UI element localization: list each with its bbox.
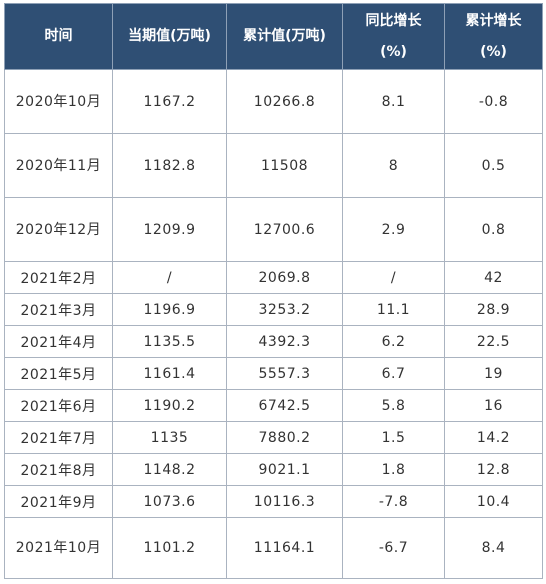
cell-yoy-growth: 6.2 bbox=[342, 325, 445, 358]
header-cumulative-value: 累计值(万吨) bbox=[226, 3, 343, 70]
cell-period: 2021年8月 bbox=[4, 453, 113, 486]
cell-current-value: 1196.9 bbox=[112, 293, 227, 326]
cell-yoy-growth: 8 bbox=[342, 133, 445, 198]
header-time: 时间 bbox=[4, 3, 113, 70]
cell-yoy-growth: 11.1 bbox=[342, 293, 445, 326]
cell-current-value: 1167.2 bbox=[112, 69, 227, 134]
table-row: 2021年4月 1135.5 4392.3 6.2 22.5 bbox=[4, 325, 543, 358]
cell-yoy-growth: 1.8 bbox=[342, 453, 445, 486]
table-row: 2021年6月 1190.2 6742.5 5.8 16 bbox=[4, 389, 543, 422]
cell-cumulative-value: 4392.3 bbox=[226, 325, 343, 358]
cell-cumulative-growth: 16 bbox=[444, 389, 543, 422]
cell-cumulative-value: 6742.5 bbox=[226, 389, 343, 422]
cell-cumulative-value: 10266.8 bbox=[226, 69, 343, 134]
cell-yoy-growth: -6.7 bbox=[342, 517, 445, 579]
header-yoy-growth-label: 同比增长 (%) bbox=[365, 12, 422, 60]
cell-cumulative-value: 10116.3 bbox=[226, 485, 343, 518]
cell-current-value: 1073.6 bbox=[112, 485, 227, 518]
table-row: 2021年3月 1196.9 3253.2 11.1 28.9 bbox=[4, 293, 543, 326]
table-row: 2021年10月 1101.2 11164.1 -6.7 8.4 bbox=[4, 517, 543, 579]
cell-current-value: 1161.4 bbox=[112, 357, 227, 390]
cell-current-value: 1182.8 bbox=[112, 133, 227, 198]
cell-period: 2020年11月 bbox=[4, 133, 113, 198]
cell-cumulative-value: 7880.2 bbox=[226, 421, 343, 454]
cell-current-value: 1101.2 bbox=[112, 517, 227, 579]
cell-yoy-growth: 8.1 bbox=[342, 69, 445, 134]
cell-yoy-growth: 2.9 bbox=[342, 197, 445, 262]
cell-period: 2020年10月 bbox=[4, 69, 113, 134]
table-row: 2021年2月 / 2069.8 / 42 bbox=[4, 261, 543, 294]
cell-cumulative-growth: -0.8 bbox=[444, 69, 543, 134]
cell-cumulative-growth: 12.8 bbox=[444, 453, 543, 486]
cell-period: 2021年2月 bbox=[4, 261, 113, 294]
cell-cumulative-growth: 14.2 bbox=[444, 421, 543, 454]
cell-cumulative-value: 11508 bbox=[226, 133, 343, 198]
table-row: 2020年10月 1167.2 10266.8 8.1 -0.8 bbox=[4, 69, 543, 134]
header-yoy-growth: 同比增长 (%) bbox=[342, 3, 445, 70]
header-cumulative-growth: 累计增长 (%) bbox=[444, 3, 543, 70]
cell-current-value: 1148.2 bbox=[112, 453, 227, 486]
table-row: 2021年7月 1135 7880.2 1.5 14.2 bbox=[4, 421, 543, 454]
cell-current-value: 1190.2 bbox=[112, 389, 227, 422]
cell-cumulative-growth: 22.5 bbox=[444, 325, 543, 358]
cell-cumulative-value: 12700.6 bbox=[226, 197, 343, 262]
table-row: 2020年11月 1182.8 11508 8 0.5 bbox=[4, 133, 543, 198]
cell-cumulative-growth: 10.4 bbox=[444, 485, 543, 518]
cell-period: 2020年12月 bbox=[4, 197, 113, 262]
cell-period: 2021年6月 bbox=[4, 389, 113, 422]
cell-yoy-growth: 6.7 bbox=[342, 357, 445, 390]
cell-cumulative-value: 11164.1 bbox=[226, 517, 343, 579]
table-row: 2020年12月 1209.9 12700.6 2.9 0.8 bbox=[4, 197, 543, 262]
cell-period: 2021年9月 bbox=[4, 485, 113, 518]
header-current-value: 当期值(万吨) bbox=[112, 3, 227, 70]
cell-period: 2021年7月 bbox=[4, 421, 113, 454]
cell-yoy-growth: 5.8 bbox=[342, 389, 445, 422]
cell-cumulative-value: 2069.8 bbox=[226, 261, 343, 294]
cell-yoy-growth: / bbox=[342, 261, 445, 294]
table-row: 2021年8月 1148.2 9021.1 1.8 12.8 bbox=[4, 453, 543, 486]
header-cumulative-growth-label: 累计增长 (%) bbox=[465, 12, 522, 60]
cell-current-value: / bbox=[112, 261, 227, 294]
cell-cumulative-growth: 42 bbox=[444, 261, 543, 294]
cell-cumulative-value: 3253.2 bbox=[226, 293, 343, 326]
cell-period: 2021年5月 bbox=[4, 357, 113, 390]
table-body: 2020年10月 1167.2 10266.8 8.1 -0.8 2020年11… bbox=[4, 69, 543, 579]
cell-cumulative-value: 5557.3 bbox=[226, 357, 343, 390]
cell-cumulative-value: 9021.1 bbox=[226, 453, 343, 486]
cell-current-value: 1135 bbox=[112, 421, 227, 454]
cell-period: 2021年10月 bbox=[4, 517, 113, 579]
cell-cumulative-growth: 8.4 bbox=[444, 517, 543, 579]
table-row: 2021年5月 1161.4 5557.3 6.7 19 bbox=[4, 357, 543, 390]
table-row: 2021年9月 1073.6 10116.3 -7.8 10.4 bbox=[4, 485, 543, 518]
cell-cumulative-growth: 19 bbox=[444, 357, 543, 390]
cell-period: 2021年4月 bbox=[4, 325, 113, 358]
cell-cumulative-growth: 28.9 bbox=[444, 293, 543, 326]
cell-cumulative-growth: 0.5 bbox=[444, 133, 543, 198]
header-row: 时间 当期值(万吨) 累计值(万吨) 同比增长 (%) 累计增长 (%) bbox=[4, 3, 543, 70]
cell-cumulative-growth: 0.8 bbox=[444, 197, 543, 262]
cell-current-value: 1135.5 bbox=[112, 325, 227, 358]
cell-yoy-growth: -7.8 bbox=[342, 485, 445, 518]
table-header: 时间 当期值(万吨) 累计值(万吨) 同比增长 (%) 累计增长 (%) bbox=[4, 3, 543, 70]
cell-yoy-growth: 1.5 bbox=[342, 421, 445, 454]
data-table: 时间 当期值(万吨) 累计值(万吨) 同比增长 (%) 累计增长 (%) 202… bbox=[4, 3, 543, 579]
cell-current-value: 1209.9 bbox=[112, 197, 227, 262]
cell-period: 2021年3月 bbox=[4, 293, 113, 326]
